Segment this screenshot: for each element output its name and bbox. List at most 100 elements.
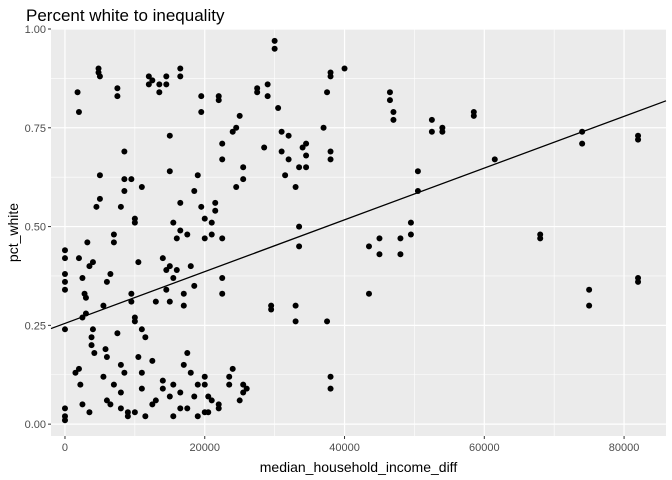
data-point <box>240 381 247 388</box>
data-point <box>212 199 219 206</box>
data-point <box>121 369 128 376</box>
y-tick-label: 1.00 <box>25 24 46 36</box>
data-point <box>292 302 299 309</box>
data-point <box>219 140 226 147</box>
data-point <box>254 89 261 96</box>
data-point <box>177 73 184 80</box>
data-point <box>470 112 477 119</box>
data-point <box>414 168 421 175</box>
data-point <box>201 215 208 222</box>
data-point <box>75 365 82 372</box>
data-point <box>128 176 135 183</box>
data-point <box>142 413 149 420</box>
data-point <box>264 81 271 88</box>
data-point <box>226 381 233 388</box>
data-point <box>201 381 208 388</box>
data-point <box>152 298 159 305</box>
data-point <box>212 207 219 214</box>
data-point <box>390 116 397 123</box>
data-point <box>180 361 187 368</box>
data-point <box>61 255 68 262</box>
data-point <box>117 389 124 396</box>
data-point <box>285 156 292 163</box>
data-point <box>180 302 187 309</box>
data-point <box>173 235 180 242</box>
data-point <box>240 389 247 396</box>
data-point <box>278 148 285 155</box>
data-point <box>187 263 194 270</box>
y-tick-label: 0.00 <box>25 419 46 431</box>
data-point <box>110 239 117 246</box>
data-point <box>107 401 114 408</box>
data-point <box>103 278 110 285</box>
data-point <box>299 144 306 151</box>
data-point <box>208 231 215 238</box>
data-point <box>114 93 121 100</box>
data-point <box>327 156 334 163</box>
x-tick-label: 40000 <box>329 442 360 454</box>
data-point <box>131 318 138 325</box>
data-point <box>166 132 173 139</box>
data-point <box>61 405 68 412</box>
data-point <box>191 393 198 400</box>
data-point <box>100 302 107 309</box>
data-point <box>61 413 68 420</box>
x-tick-label: 20000 <box>189 442 220 454</box>
data-point <box>275 105 282 112</box>
data-point <box>327 373 334 380</box>
data-point <box>82 294 89 301</box>
data-point <box>110 231 117 238</box>
data-point <box>194 413 201 420</box>
data-point <box>184 405 191 412</box>
data-point <box>121 148 128 155</box>
data-point <box>205 409 212 416</box>
data-point <box>327 385 334 392</box>
data-point <box>121 176 128 183</box>
data-point <box>635 278 642 285</box>
data-point <box>89 326 96 333</box>
data-point <box>138 184 145 191</box>
data-point <box>208 397 215 404</box>
data-point <box>75 255 82 262</box>
data-point <box>138 385 145 392</box>
data-point <box>159 377 166 384</box>
data-point <box>131 219 138 226</box>
data-point <box>205 393 212 400</box>
data-point <box>163 81 170 88</box>
data-point <box>117 361 124 368</box>
data-point <box>177 227 184 234</box>
data-point <box>89 259 96 266</box>
data-point <box>229 128 236 135</box>
data-point <box>110 381 117 388</box>
data-point <box>491 156 498 163</box>
data-point <box>215 405 222 412</box>
data-point <box>208 219 215 226</box>
data-point <box>296 164 303 171</box>
data-point <box>61 326 68 333</box>
data-point <box>439 124 446 131</box>
data-point <box>236 397 243 404</box>
data-point <box>173 267 180 274</box>
y-axis-title: pct_white <box>5 203 21 262</box>
data-point <box>261 144 268 151</box>
data-point <box>75 108 82 115</box>
data-point <box>191 188 198 195</box>
data-point <box>271 37 278 44</box>
data-point <box>61 270 68 277</box>
data-point <box>397 235 404 242</box>
data-point <box>163 267 170 274</box>
data-point <box>93 203 100 210</box>
data-point <box>96 73 103 80</box>
data-point <box>198 93 205 100</box>
data-point <box>324 318 331 325</box>
data-point <box>191 282 198 289</box>
data-point <box>407 219 414 226</box>
data-point <box>91 350 98 357</box>
data-point <box>233 124 240 131</box>
data-point <box>166 298 173 305</box>
data-point <box>114 85 121 92</box>
data-point <box>88 342 95 349</box>
data-point <box>145 81 152 88</box>
data-point <box>268 302 275 309</box>
data-point <box>303 152 310 159</box>
